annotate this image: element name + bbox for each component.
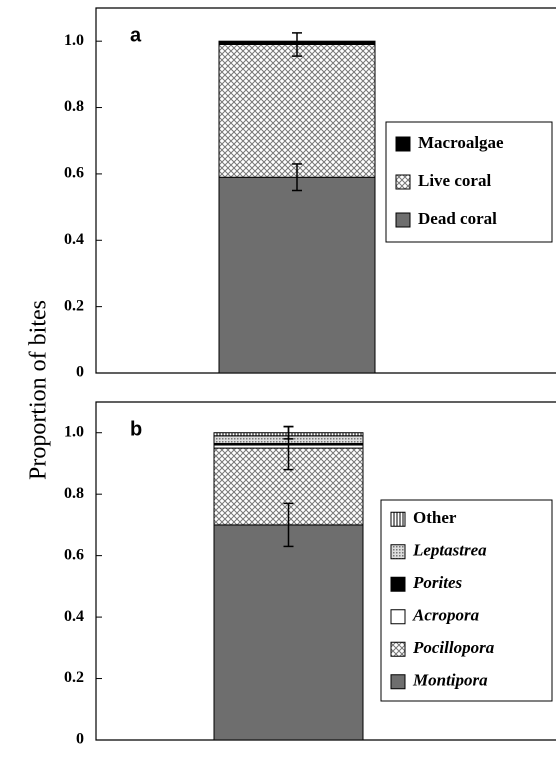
- legend-label: Live coral: [418, 171, 491, 190]
- y-tick-label: 0.2: [64, 669, 84, 686]
- legend-swatch: [395, 174, 411, 190]
- legend-swatch: [390, 674, 406, 690]
- bar-segment: [218, 176, 376, 374]
- y-tick-label: 1.0: [64, 423, 84, 440]
- legend-label: Pocillopora: [412, 638, 495, 657]
- y-tick-label: 0.4: [64, 231, 84, 248]
- error-bar: [292, 163, 302, 192]
- bar-segment: [213, 524, 364, 741]
- legend-swatch: [390, 609, 406, 625]
- legend-swatch: [390, 641, 406, 657]
- legend-label: Dead coral: [418, 209, 497, 228]
- legend-swatch: [390, 511, 406, 527]
- legend-box: [385, 121, 553, 243]
- legend-label: Other: [413, 508, 457, 527]
- legend-swatch: [390, 576, 406, 592]
- legend-swatch: [395, 136, 411, 152]
- legend-box: [380, 499, 553, 702]
- y-tick-label: 1.0: [64, 32, 84, 49]
- y-tick-label: 0.4: [64, 608, 84, 625]
- error-bar: [283, 425, 294, 440]
- error-bar: [292, 32, 302, 57]
- legend-swatch: [390, 544, 406, 560]
- legend-label: Macroalgae: [418, 133, 504, 152]
- legend-label: Leptastrea: [412, 541, 487, 560]
- y-tick-label: 0.8: [64, 98, 84, 115]
- legend-label: Montipora: [412, 671, 488, 690]
- legend-label: Acropora: [412, 606, 480, 625]
- panel-label: a: [130, 24, 142, 46]
- y-tick-label: 0.8: [64, 485, 84, 502]
- legend-swatch: [395, 212, 411, 228]
- error-bar: [283, 502, 294, 548]
- y-tick-label: 0.6: [64, 165, 84, 182]
- y-tick-label: 0: [76, 731, 84, 748]
- y-tick-label: 0.2: [64, 297, 84, 314]
- panel-label: b: [130, 418, 142, 440]
- y-tick-label: 0.6: [64, 546, 84, 563]
- bar-segment: [218, 44, 376, 178]
- legend-label: Porites: [412, 573, 462, 592]
- y-tick-label: 0: [76, 364, 84, 381]
- y-axis-label: Proportion of bites: [26, 300, 52, 480]
